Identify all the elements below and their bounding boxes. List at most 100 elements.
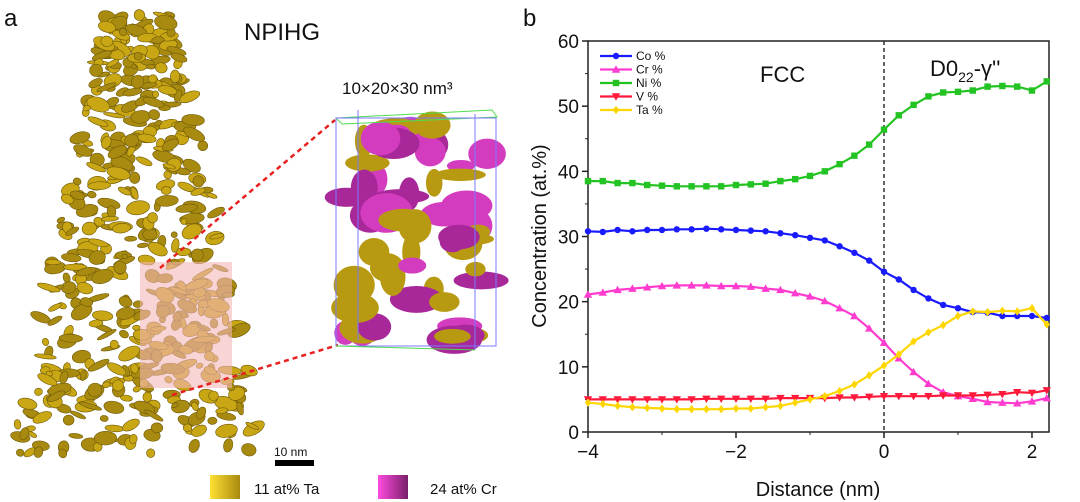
annotation-d022: D022-γ''	[930, 56, 1000, 85]
point-ni	[1028, 87, 1036, 94]
point-co	[703, 225, 710, 232]
ta-isosurface	[86, 162, 106, 173]
ta-isosurface	[175, 203, 199, 213]
ta-isosurface	[88, 238, 109, 248]
ta-isosurface	[62, 414, 75, 426]
point-cr	[672, 281, 681, 289]
point-co	[895, 276, 902, 283]
line-co	[587, 227, 1047, 320]
point-v	[702, 395, 711, 403]
legend-item-ni: Ni %	[600, 76, 662, 90]
ta-isosurface	[87, 358, 110, 372]
ta-isosurface	[96, 82, 117, 93]
ta-isosurface	[209, 233, 225, 240]
y-axis-label: Concentration (at.%)	[529, 144, 551, 327]
point-ta	[732, 404, 740, 413]
point-v	[894, 392, 903, 401]
point-ta	[584, 398, 592, 407]
y-tick-label: 40	[558, 162, 579, 183]
point-ni	[658, 182, 666, 189]
point-ni	[791, 175, 799, 183]
zoom-line-top	[159, 119, 336, 269]
ta-isosurface	[106, 362, 127, 376]
point-co	[939, 301, 947, 309]
ta-isosurface	[118, 345, 141, 362]
ta-isosurface	[92, 442, 103, 452]
ta-isosurface	[171, 238, 180, 253]
ta-isosurface	[124, 133, 140, 148]
ta-isosurface	[63, 263, 88, 271]
ta-isosurface	[130, 363, 139, 374]
ta-isosurface	[103, 400, 125, 414]
point-ni	[777, 177, 784, 185]
zoom-line-bottom	[171, 343, 339, 397]
ta-isosurface	[133, 51, 143, 61]
point-co	[584, 228, 592, 235]
ta-isosurface	[41, 337, 50, 346]
point-v	[953, 392, 963, 400]
point-co	[658, 226, 666, 234]
point-cr	[716, 281, 726, 290]
ta-isosurface	[358, 238, 390, 266]
ta-isosurface	[71, 349, 91, 364]
ta-isosurface	[161, 186, 172, 195]
point-ta	[643, 403, 651, 413]
point-ni	[984, 83, 991, 90]
y-tick-label: 50	[558, 97, 579, 118]
point-cr	[657, 281, 667, 290]
ta-isosurface	[170, 231, 178, 238]
ta-isosurface	[119, 329, 129, 339]
ta-isosurface	[152, 90, 159, 98]
ta-isosurface	[147, 212, 158, 224]
point-ta	[658, 404, 666, 413]
ta-isosurface	[87, 382, 103, 397]
y-tick-label: 20	[558, 293, 579, 314]
ta-isosurface	[155, 62, 168, 74]
ta-isosurface	[414, 111, 451, 139]
ta-isosurface	[112, 223, 131, 234]
x-tick-label: −4	[577, 442, 599, 463]
ta-isosurface	[112, 379, 124, 392]
point-co	[925, 295, 932, 302]
point-cr	[879, 338, 889, 346]
series-cr	[583, 281, 1051, 407]
point-ta	[629, 403, 636, 412]
point-cr	[628, 284, 637, 292]
cr-isosurface	[389, 285, 443, 313]
scale-bar-label: 10 nm	[274, 445, 307, 459]
point-v	[1042, 387, 1051, 395]
ta-isosurface	[223, 438, 234, 453]
legend-item-cr: Cr %	[600, 63, 663, 77]
ta-isosurface	[170, 69, 181, 83]
point-ni	[821, 168, 828, 175]
ta-isosurface	[98, 21, 117, 33]
ta-isosurface	[89, 63, 103, 77]
point-ta	[1013, 307, 1021, 316]
axis-ticks: 0 10 20 30 40 50 60 −4 −2 0 2	[558, 32, 1037, 463]
point-v	[657, 396, 667, 404]
point-ta	[614, 401, 621, 411]
ta-isosurface	[215, 423, 238, 438]
annotation-fcc: FCC	[760, 62, 805, 87]
ta-isosurface	[188, 439, 200, 453]
point-ta	[673, 404, 680, 414]
ta-isosurface	[154, 119, 163, 127]
ta-isosurface	[206, 192, 218, 199]
panel-a: a NPIHG 10×20×30 nm³ 10 nm 11 at% Ta 24 …	[4, 5, 509, 499]
point-co	[791, 231, 799, 239]
legend-label: Co %	[636, 49, 666, 63]
point-co	[599, 228, 606, 236]
point-co	[999, 312, 1006, 320]
ta-isosurface	[47, 315, 63, 326]
ta-isosurface	[86, 96, 110, 113]
ta-isosurface	[92, 310, 114, 321]
point-ni	[880, 126, 888, 133]
point-ni	[673, 183, 680, 190]
zoomed-subvolume	[324, 109, 509, 354]
series-co	[584, 225, 1050, 322]
ta-isosurface	[434, 168, 486, 181]
ta-isosurface	[87, 181, 111, 191]
ta-isosurface	[79, 370, 87, 381]
